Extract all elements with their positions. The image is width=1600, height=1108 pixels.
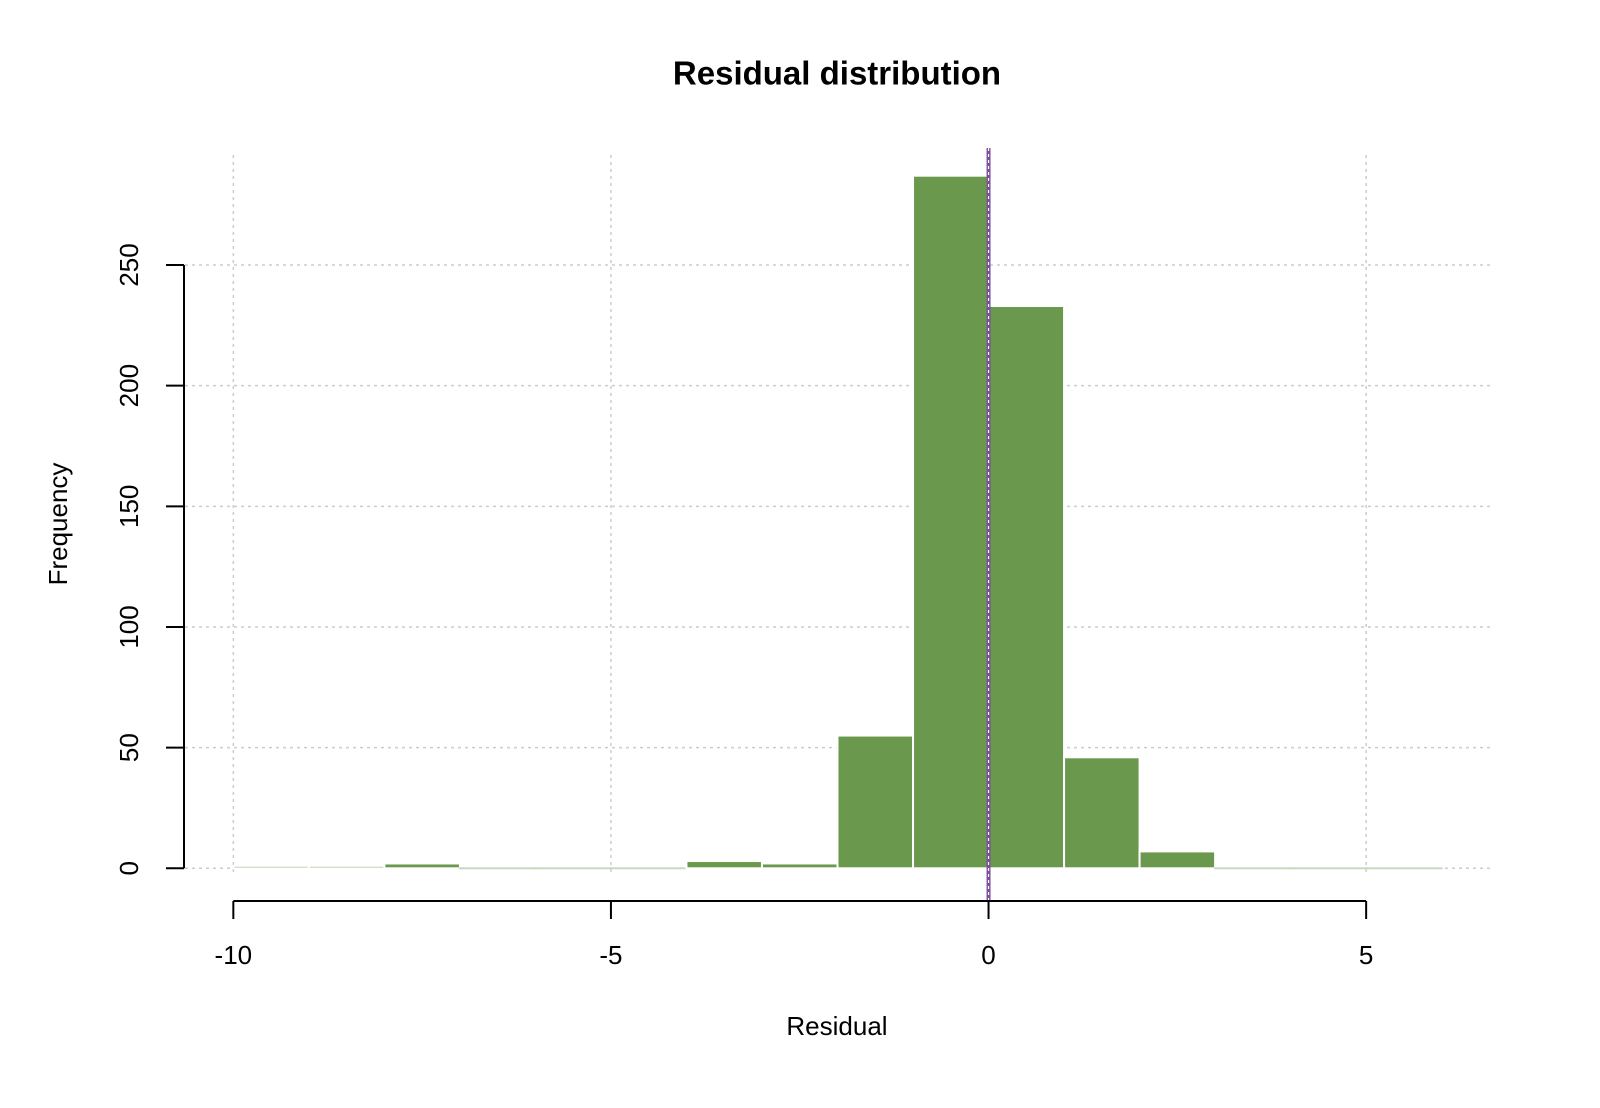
- bar: [232, 864, 310, 870]
- y-tick-label: 100: [114, 605, 144, 648]
- x-tick-label: 0: [981, 940, 995, 970]
- y-axis-label: Frequency: [43, 463, 73, 586]
- bar: [1063, 756, 1141, 870]
- y-tick-label: 250: [114, 243, 144, 286]
- x-axis-label: Residual: [786, 1011, 887, 1041]
- bar: [685, 860, 763, 870]
- x-tick-label: -5: [599, 940, 622, 970]
- bar: [912, 174, 990, 870]
- bar: [760, 862, 839, 870]
- y-tick-label: 200: [114, 364, 144, 407]
- bar: [987, 305, 1066, 870]
- x-tick-label: -10: [215, 940, 253, 970]
- chart-title: Residual distribution: [673, 55, 1001, 92]
- y-tick-label: 150: [114, 485, 144, 528]
- y-tick-label: 50: [114, 733, 144, 762]
- bar: [307, 864, 386, 870]
- bar: [1138, 850, 1217, 870]
- bar: [383, 862, 461, 870]
- bar: [836, 734, 915, 870]
- y-tick-label: 0: [114, 861, 144, 875]
- x-tick-label: 5: [1359, 940, 1373, 970]
